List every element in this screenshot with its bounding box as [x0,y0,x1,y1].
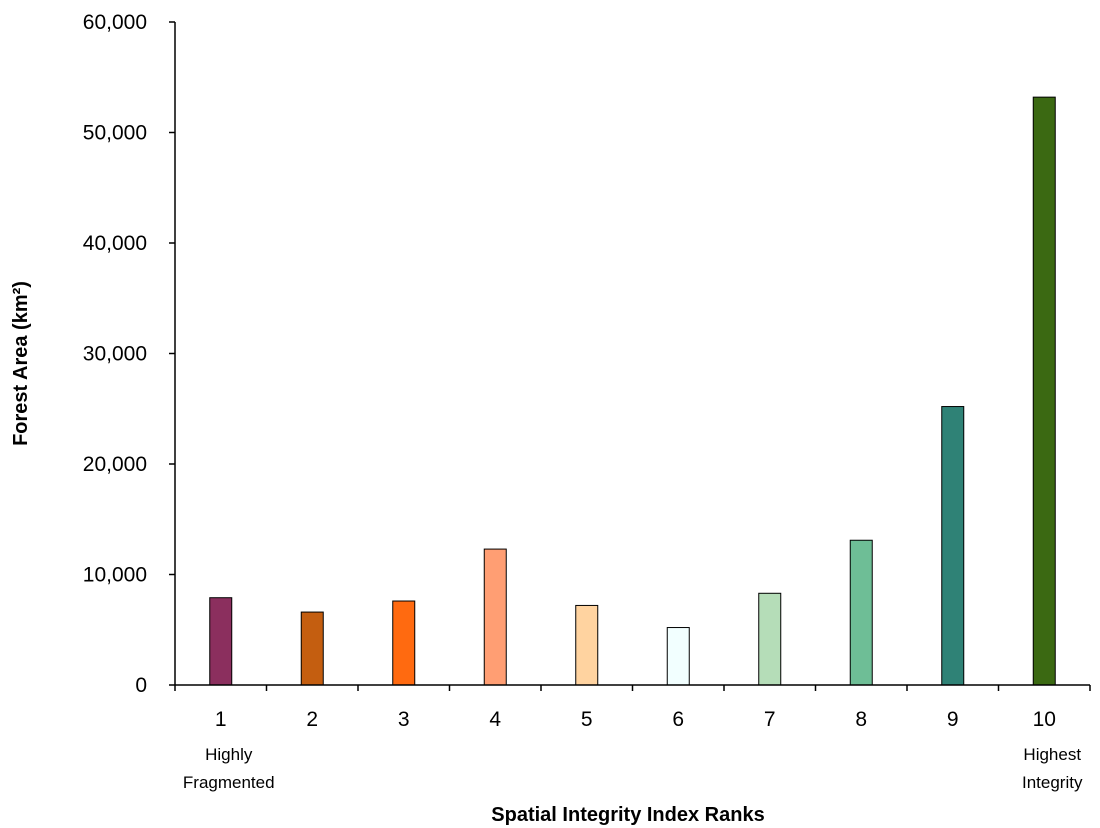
bar-rank-3 [392,600,416,686]
y-axis-tick-labels: 0 10,000 20,000 30,000 40,000 50,000 60,000 [83,11,147,697]
x-tick-sublabel: Fragmented [183,773,275,792]
bar-rank-6 [666,627,690,686]
x-tick-label: 1 [215,708,227,731]
x-axis-ticks [174,685,1091,691]
x-axis-tick-labels: 1 Highly Fragmented 2 3 4 5 6 7 8 9 10 Highest Integr… [183,708,1083,792]
x-tick-label: 8 [855,708,867,731]
x-tick-label: 5 [581,708,593,731]
x-axis-title: Spatial Integrity Index Ranks [491,804,764,826]
y-tick-label: 0 [135,674,147,697]
y-tick-label: 30,000 [83,343,147,366]
x-tick-label: 7 [764,708,776,731]
y-tick-label: 10,000 [83,564,147,587]
bar-rank-5 [575,604,599,686]
bar-rank-10 [1032,96,1056,686]
bar-rank-7 [758,592,782,686]
x-tick-label: 10 [1033,708,1056,731]
y-axis-ticks [169,21,175,686]
x-tick-sublabel: Highly [205,745,253,764]
bars [209,96,1056,686]
x-tick-label: 4 [489,708,501,731]
y-tick-label: 50,000 [83,122,147,145]
bar-rank-8 [849,539,873,686]
bar-rank-9 [941,406,965,686]
x-tick-label: 3 [398,708,410,731]
bar-rank-1 [209,597,233,686]
x-tick-label: 9 [947,708,959,731]
y-tick-label: 40,000 [83,232,147,255]
x-tick-sublabel: Highest [1023,745,1081,764]
x-tick-sublabel: Integrity [1022,773,1083,792]
x-tick-label: 6 [672,708,684,731]
y-tick-label: 60,000 [83,11,147,34]
bar-rank-2 [300,611,324,686]
bar-rank-4 [483,548,507,686]
y-axis-title: Forest Area (km²) [10,281,32,446]
y-tick-label: 20,000 [83,453,147,476]
x-tick-label: 2 [306,708,318,731]
